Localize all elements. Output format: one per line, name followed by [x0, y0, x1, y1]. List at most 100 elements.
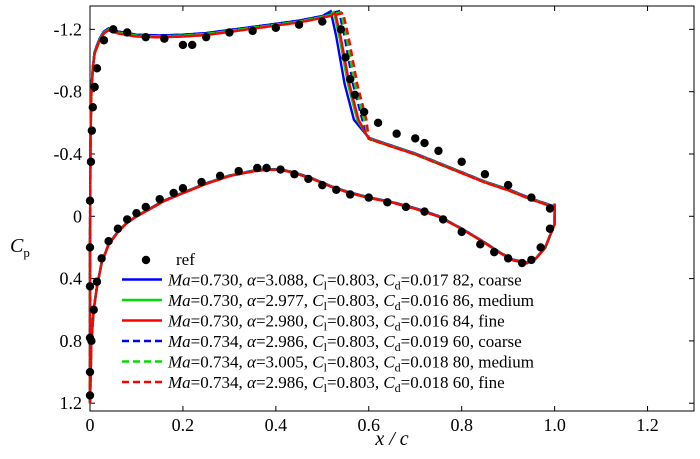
- ref-point: [420, 207, 429, 216]
- ref-point: [341, 53, 350, 62]
- ref-point: [373, 118, 383, 128]
- ref-point: [141, 202, 150, 212]
- ref-point: [304, 174, 313, 184]
- ref-point: [359, 107, 369, 117]
- ref-point: [517, 258, 527, 268]
- x-tick-label: 1.0: [543, 415, 566, 435]
- ref-point: [122, 28, 132, 37]
- ref-point: [457, 227, 466, 237]
- ref-point: [225, 28, 234, 37]
- ref-point: [457, 157, 466, 166]
- x-tick-label: 0.2: [172, 415, 195, 435]
- ref-point: [141, 32, 150, 42]
- ref-point: [364, 193, 373, 202]
- ref-point: [527, 193, 536, 202]
- legend-marker-ref: [141, 255, 151, 265]
- ref-point: [527, 255, 536, 265]
- ref-point: [85, 367, 95, 377]
- ref-point: [97, 254, 106, 263]
- legend-label-medium: Ma=0.734, α=3.005, Cl=0.803, Cd=0.018 80…: [167, 353, 534, 375]
- ref-point: [490, 247, 499, 257]
- legend-label-coarse: Ma=0.730, α=3.088, Cl=0.803, Cd=0.017 82…: [167, 271, 522, 293]
- legend-label-ref: ref: [176, 250, 195, 269]
- x-axis-label: x / c: [374, 428, 408, 450]
- ref-point: [188, 40, 197, 50]
- ref-point: [85, 391, 95, 400]
- reference-points: [85, 17, 555, 400]
- ref-point: [87, 126, 97, 135]
- legend-label-fine: Ma=0.734, α=2.986, Cl=0.803, Cd=0.018 60…: [167, 373, 505, 395]
- ref-point: [88, 103, 97, 112]
- legend-label-fine: Ma=0.730, α=2.980, Cl=0.803, Cd=0.016 84…: [167, 312, 505, 334]
- ref-point: [104, 237, 113, 246]
- ref-point: [545, 224, 555, 233]
- y-tick-label: -0.8: [54, 82, 83, 102]
- ref-point: [345, 190, 355, 199]
- ref-point: [155, 194, 164, 204]
- ref-point: [86, 157, 96, 166]
- y-tick-label: 0.4: [60, 269, 83, 289]
- ref-point: [215, 171, 225, 180]
- ref-point: [92, 64, 102, 73]
- ref-point: [122, 215, 132, 224]
- ref-point: [420, 138, 429, 148]
- ref-point: [85, 243, 95, 252]
- y-axis-label: Cp: [10, 235, 30, 260]
- ref-point: [89, 305, 98, 314]
- ref-point: [178, 40, 188, 50]
- y-tick-label: 0.8: [60, 331, 83, 351]
- ref-point: [197, 177, 206, 187]
- x-tick-label: 0.8: [450, 415, 473, 435]
- ref-point: [345, 75, 355, 84]
- legend-label-coarse: Ma=0.734, α=2.986, Cl=0.803, Cd=0.019 60…: [167, 332, 522, 354]
- ref-point: [503, 254, 513, 263]
- ref-point: [476, 240, 485, 249]
- ref-point: [109, 25, 118, 34]
- ref-point: [480, 170, 490, 179]
- legend-label-medium: Ma=0.730, α=2.977, Cl=0.803, Cd=0.016 86…: [167, 291, 534, 313]
- ref-point: [92, 277, 102, 286]
- ref-point: [434, 146, 443, 156]
- ref-point: [90, 82, 99, 92]
- ref-point: [234, 166, 243, 176]
- axis-ticks: 0 0.2 0.4 0.6 0.8 1.0 1.2 -1.2 -0.8 -0.4 0 0.4 0.8 1.…: [54, 6, 694, 435]
- ref-point: [536, 243, 545, 252]
- ref-point: [201, 32, 211, 42]
- ref-point: [503, 180, 513, 190]
- x-tick-label: 0.4: [265, 415, 288, 435]
- ref-point: [262, 163, 271, 173]
- ref-point: [87, 336, 96, 346]
- ref-point: [271, 23, 281, 33]
- ref-point: [438, 215, 448, 224]
- ref-point: [85, 196, 95, 205]
- ref-point: [318, 180, 327, 190]
- ref-point: [253, 163, 262, 173]
- x-tick-label: 1.2: [636, 415, 659, 435]
- ref-point: [276, 165, 285, 174]
- x-tick-label: 0.6: [358, 415, 381, 435]
- ref-point: [290, 170, 299, 179]
- ref-point: [160, 34, 169, 43]
- ref-point: [113, 224, 123, 233]
- ref-point: [350, 90, 360, 99]
- y-tick-label: 0: [73, 206, 82, 226]
- ref-point: [392, 129, 401, 138]
- ref-point: [294, 20, 304, 29]
- y-tick-label: -0.4: [54, 144, 83, 164]
- ref-point: [85, 282, 95, 291]
- legend: ref Ma=0.730, α=3.088, Cl=0.803, Cd=0.017…: [122, 250, 534, 395]
- x-tick-label: 0: [86, 415, 95, 435]
- ref-point: [545, 204, 555, 213]
- y-tick-label: 1.2: [60, 393, 83, 413]
- ref-point: [332, 185, 341, 195]
- ref-point: [132, 208, 141, 218]
- ref-point: [178, 184, 188, 193]
- ref-point: [336, 25, 346, 34]
- ref-point: [318, 17, 327, 26]
- ref-point: [401, 202, 411, 212]
- ref-point: [99, 36, 109, 45]
- ref-point: [411, 134, 420, 143]
- y-tick-label: -1.2: [54, 19, 83, 39]
- ref-point: [169, 188, 178, 198]
